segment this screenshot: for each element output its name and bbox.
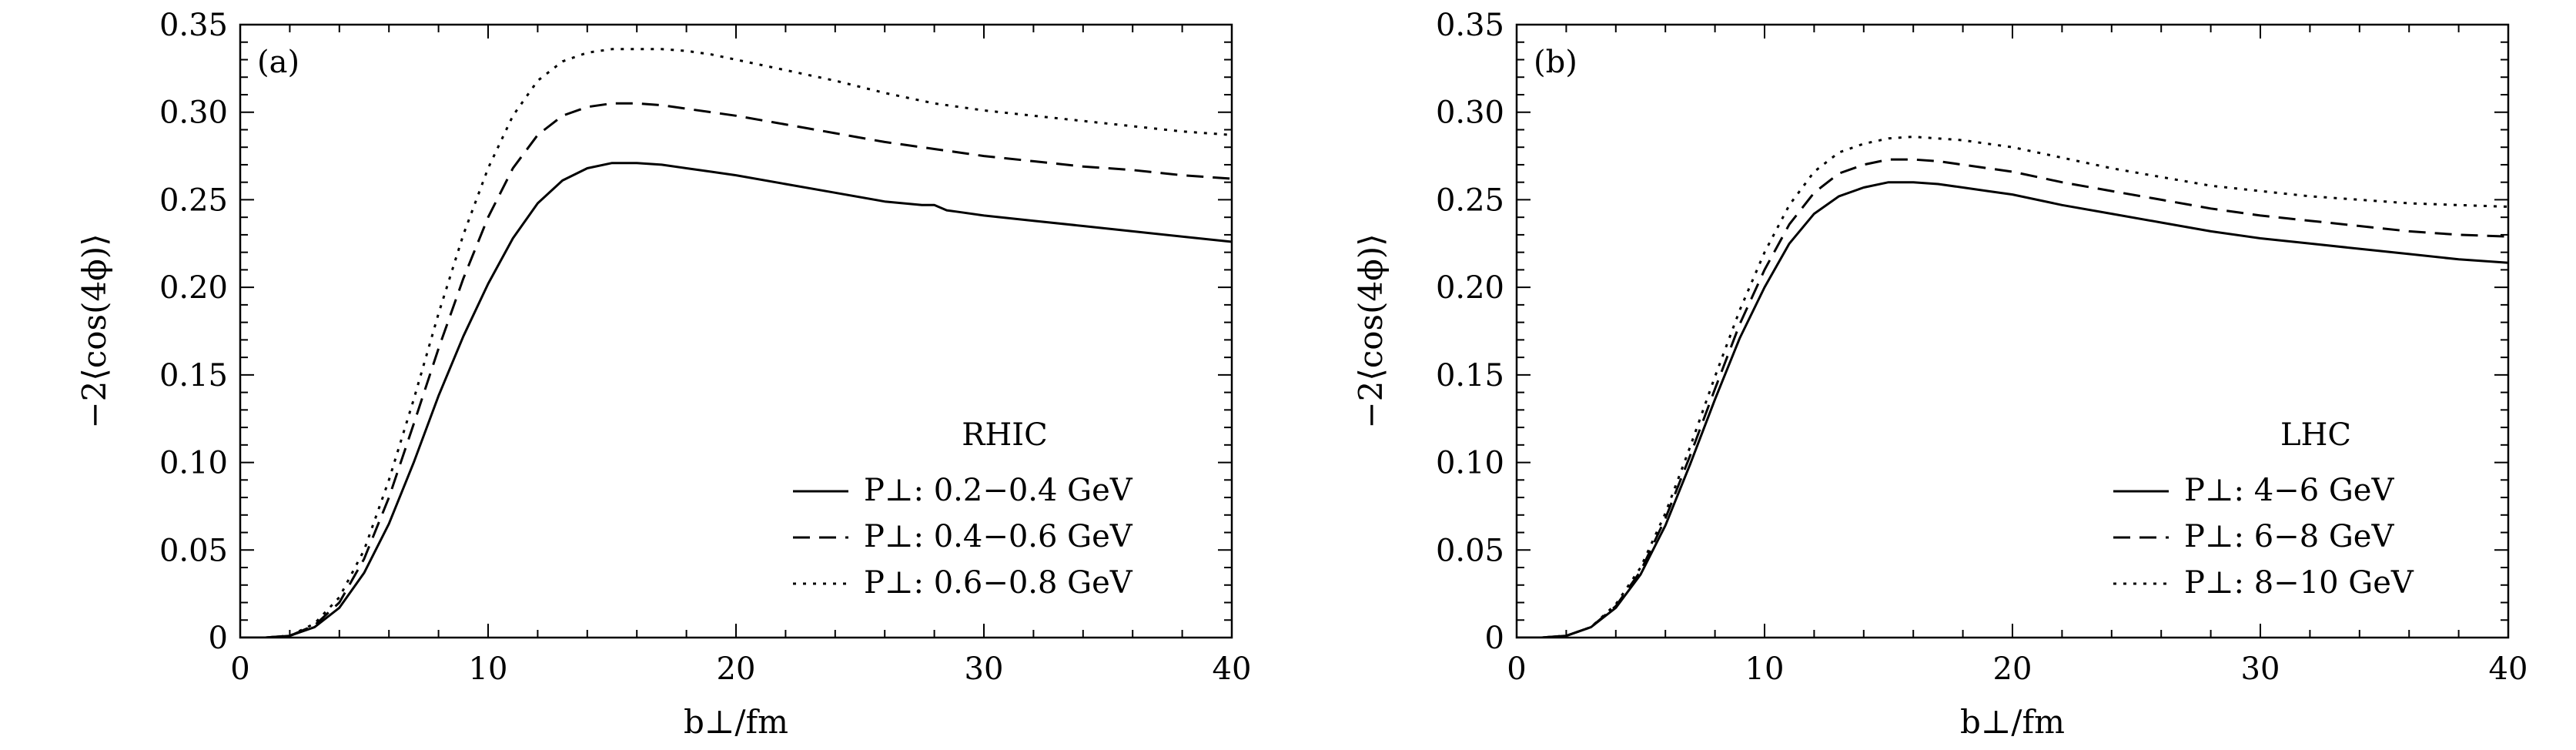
panel-label: (a) xyxy=(257,45,299,80)
panel-label: (b) xyxy=(1534,45,1577,80)
x-tick-label: 40 xyxy=(1213,651,1252,687)
x-tick-label: 20 xyxy=(1993,651,2032,687)
y-tick-label: 0.20 xyxy=(159,270,228,306)
x-axis-label: b⊥/fm xyxy=(684,703,788,741)
y-tick-label: 0.15 xyxy=(1436,358,1504,393)
panel-b: 0 10 20 30 40 0 0.05 0.10 0.15 0.20 0.25 0.30 0.35 b⊥… xyxy=(1352,8,2527,741)
y-axis-label: −2⟨cos(4ϕ)⟩ xyxy=(1352,233,1390,428)
series-line-dashed xyxy=(240,102,1232,638)
panel-a: 0 10 20 30 40 0 0.05 0.10 0.15 0.20 0.25 0.30 0.35 b⊥… xyxy=(75,8,1251,741)
legend-title: RHIC xyxy=(962,417,1047,453)
y-tick-label: 0.30 xyxy=(159,95,228,131)
legend-entry: P⊥: 8−10 GeV xyxy=(2184,565,2414,601)
y-tick-label: 0.25 xyxy=(159,182,228,218)
series-line-dotted xyxy=(240,48,1232,638)
x-axis-label: b⊥/fm xyxy=(1960,703,2065,741)
legend-entry: P⊥: 0.4−0.6 GeV xyxy=(864,519,1133,554)
y-tick-label: 0.30 xyxy=(1436,95,1504,131)
series-line-solid xyxy=(1517,181,2508,638)
y-axis-label: −2⟨cos(4ϕ)⟩ xyxy=(75,233,113,428)
x-tick-label: 20 xyxy=(717,651,756,687)
x-tick-label: 30 xyxy=(965,651,1004,687)
legend-entry: P⊥: 4−6 GeV xyxy=(2184,473,2394,508)
legend-entry: P⊥: 0.6−0.8 GeV xyxy=(864,565,1133,601)
y-tick-label: 0.35 xyxy=(159,8,228,43)
series-line-dashed xyxy=(1517,158,2508,638)
legend-entry: P⊥: 6−8 GeV xyxy=(2184,519,2394,554)
y-tick-label: 0.10 xyxy=(1436,446,1504,481)
y-tick-label: 0.25 xyxy=(1436,182,1504,218)
legend-title: LHC xyxy=(2280,417,2351,453)
y-tick-label: 0 xyxy=(1485,621,1504,656)
y-tick-label: 0.05 xyxy=(159,533,228,568)
y-tick-label: 0 xyxy=(209,621,228,656)
series-line-dotted xyxy=(1517,136,2508,638)
series-line-solid xyxy=(240,162,1232,638)
x-tick-label: 0 xyxy=(230,651,249,687)
y-tick-label: 0.10 xyxy=(159,446,228,481)
y-tick-label: 0.20 xyxy=(1436,270,1504,306)
x-tick-label: 40 xyxy=(2489,651,2528,687)
x-tick-label: 10 xyxy=(469,651,508,687)
legend-entry: P⊥: 0.2−0.4 GeV xyxy=(864,473,1133,508)
x-tick-label: 30 xyxy=(2241,651,2280,687)
y-tick-label: 0.35 xyxy=(1436,8,1504,43)
y-tick-label: 0.05 xyxy=(1436,533,1504,568)
y-tick-label: 0.15 xyxy=(159,358,228,393)
x-tick-label: 0 xyxy=(1507,651,1526,687)
x-tick-label: 10 xyxy=(1745,651,1785,687)
